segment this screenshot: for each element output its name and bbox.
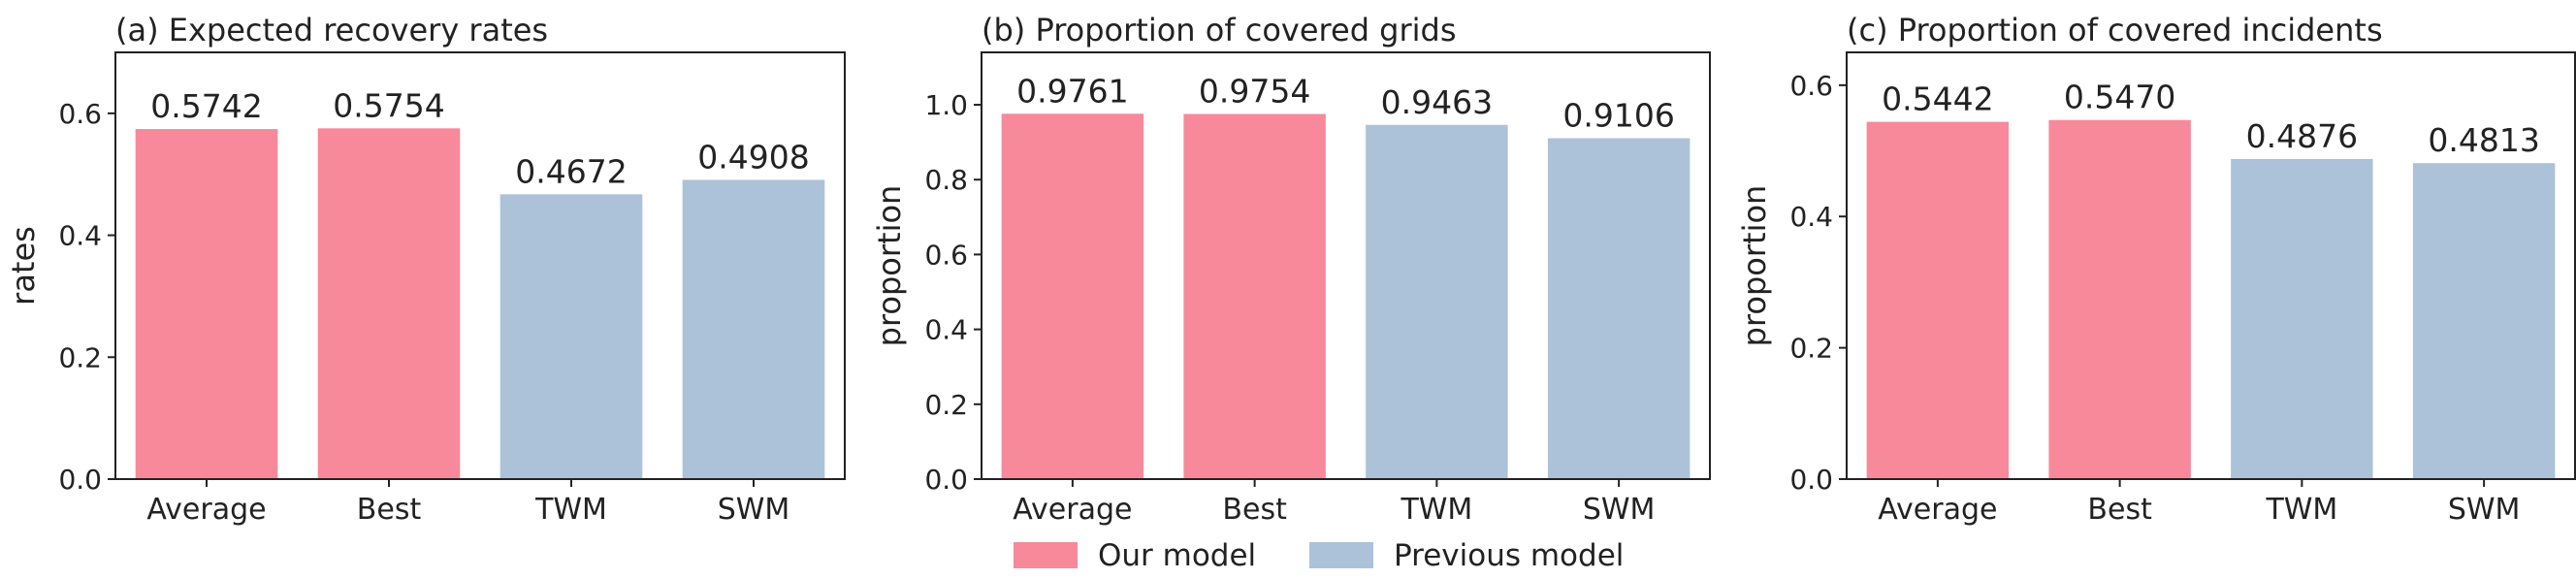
legend: Our model Previous model (1014, 538, 1624, 573)
bar-twm (499, 194, 643, 479)
chart-panel-1: 0.5742 Average 0.5754 Best 0.4672 TWM 0.4908 SW… (5, 12, 846, 527)
x-tick-label: TWM (534, 493, 607, 527)
x-tick-label: Best (1222, 493, 1287, 527)
legend-swatch-our-model (1014, 542, 1078, 568)
y-tick-label: 0.2 (58, 341, 102, 373)
data-label: 0.5442 (1882, 80, 1993, 118)
data-label: 0.9754 (1199, 73, 1310, 111)
x-tick-label: SWM (1583, 493, 1656, 527)
y-tick-label: 0.2 (924, 389, 968, 421)
y-tick-label: 0.6 (1789, 70, 1833, 102)
data-label: 0.5754 (333, 86, 444, 124)
y-tick-label: 0.2 (1789, 333, 1833, 365)
y-tick-label: 0.4 (58, 220, 102, 252)
chart-title: (b) Proportion of covered grids (982, 12, 1457, 48)
y-tick-label: 1.0 (924, 89, 968, 121)
data-label: 0.4908 (697, 138, 809, 176)
bar-best (2048, 119, 2191, 479)
y-tick-label: 0.6 (58, 98, 102, 130)
legend-swatch-previous-model (1309, 542, 1373, 568)
y-axis-label: proportion (871, 185, 908, 347)
bar-average (1001, 113, 1144, 480)
x-tick-label: SWM (718, 493, 790, 527)
data-label: 0.5470 (2064, 79, 2175, 116)
bar-swm (2412, 163, 2556, 479)
bar-best (1183, 113, 1326, 480)
plot-frame (1846, 51, 2576, 480)
chart-title: (a) Expected recovery rates (115, 12, 548, 48)
data-label: 0.5742 (150, 87, 262, 125)
data-label: 0.4813 (2428, 121, 2539, 159)
y-tick-label: 0.0 (58, 464, 102, 496)
y-axis-label: rates (5, 226, 42, 306)
x-tick-label: Average (1878, 493, 1997, 527)
data-label: 0.9463 (1381, 83, 1493, 121)
x-tick-label: Best (357, 493, 422, 527)
x-tick-label: Average (1013, 493, 1132, 527)
x-tick-label: Average (146, 493, 266, 527)
chart-panel-3: 0.5442 Average 0.5470 Best 0.4876 TWM 0.4813 SW… (1736, 12, 2576, 527)
plot-frame (981, 51, 1711, 480)
x-tick-label: TWM (2265, 493, 2337, 527)
bar-twm (1366, 124, 1508, 479)
y-axis-label: proportion (1736, 185, 1773, 347)
x-tick-label: Best (2087, 493, 2152, 527)
legend-label: Our model (1098, 538, 1256, 573)
y-tick-label: 0.0 (924, 464, 968, 496)
data-label: 0.9761 (1016, 72, 1128, 110)
y-tick-label: 0.0 (1789, 464, 1833, 496)
y-tick-label: 0.4 (1789, 201, 1833, 233)
y-tick-label: 0.8 (924, 164, 968, 196)
legend-label: Previous model (1394, 538, 1624, 573)
plot-frame (114, 51, 846, 480)
data-label: 0.4876 (2246, 117, 2358, 155)
chart-title: (c) Proportion of covered incidents (1847, 12, 2383, 48)
bar-average (1866, 121, 2010, 479)
bar-best (317, 128, 461, 479)
bar-swm (682, 179, 825, 480)
data-label: 0.9106 (1562, 97, 1674, 135)
bar-average (135, 129, 278, 479)
y-tick-label: 0.4 (924, 314, 968, 346)
data-label: 0.4672 (515, 152, 627, 190)
chart-panel-2: 0.9761 Average 0.9754 Best 0.9463 TWM 0.9106 SW… (871, 12, 1711, 527)
y-tick-label: 0.6 (924, 239, 968, 271)
bar-swm (1547, 138, 1690, 479)
x-tick-label: SWM (2448, 493, 2521, 527)
x-tick-label: TWM (1400, 493, 1472, 527)
bar-twm (2231, 158, 2373, 479)
